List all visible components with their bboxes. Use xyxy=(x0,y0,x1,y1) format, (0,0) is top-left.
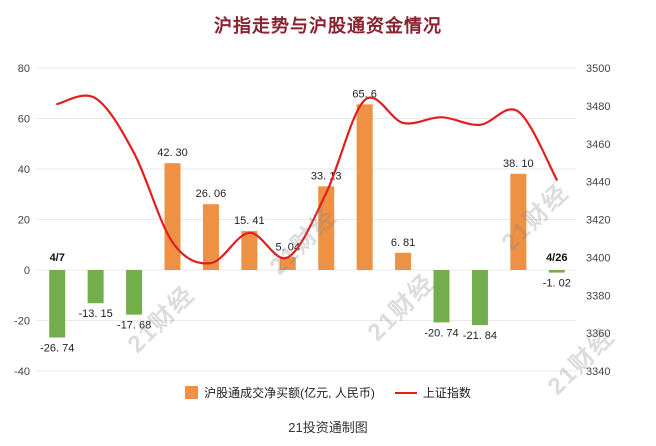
bar xyxy=(318,186,335,270)
bar xyxy=(433,270,450,323)
bar-value-label: 6. 81 xyxy=(391,237,415,249)
legend-item-bar: 沪股通成交净买额(亿元, 人民币) xyxy=(185,384,375,401)
bar-value-label: 5. 04 xyxy=(276,241,300,253)
bar xyxy=(126,270,143,315)
legend-bar-label: 沪股通成交净买额(亿元, 人民币) xyxy=(204,386,375,400)
left-axis-tick-label: 60 xyxy=(18,114,30,126)
bar-swatch-icon xyxy=(185,386,199,399)
bar-value-label: 38. 10 xyxy=(503,158,534,170)
bar-value-label: 33. 13 xyxy=(311,170,342,182)
bar-value-label: -21. 84 xyxy=(463,330,497,342)
left-axis-tick-label: -40 xyxy=(14,366,30,378)
right-axis-tick-label: 3360 xyxy=(586,328,610,340)
bar-value-label: 15. 41 xyxy=(234,215,265,227)
gridlines xyxy=(36,67,576,372)
bar xyxy=(241,231,258,270)
first-date-label: 4/7 xyxy=(50,252,65,264)
bar-value-label: -1. 02 xyxy=(543,278,571,290)
left-axis-tick-label: 0 xyxy=(24,265,30,277)
legend-item-line: 上证指数 xyxy=(394,384,471,401)
left-axis-tick-label: 20 xyxy=(18,215,30,227)
bar xyxy=(471,270,488,326)
legend-line-label: 上证指数 xyxy=(422,386,471,400)
left-axis-tick-label: -20 xyxy=(14,316,30,328)
bar xyxy=(510,173,527,270)
line-swatch-icon xyxy=(394,391,417,394)
bar xyxy=(164,163,181,270)
right-axis-tick-label: 3500 xyxy=(586,63,610,75)
bar-series: -26. 74 -13. 15 -17. 68 42. 30 26. 06 15. 41 5… xyxy=(40,88,571,354)
page-title: 沪指走势与沪股通资金情况 xyxy=(214,16,442,36)
right-axis-tick-label: 3460 xyxy=(586,139,610,151)
left-axis-tick-label: 40 xyxy=(18,164,30,176)
bar-value-label: 26. 06 xyxy=(196,188,227,200)
right-axis-tick-label: 3480 xyxy=(586,101,610,113)
chart-caption: 21投资通制图 xyxy=(288,420,368,435)
bar xyxy=(279,257,296,270)
bar xyxy=(395,252,412,270)
bar xyxy=(202,204,219,270)
last-date-label: 4/26 xyxy=(546,252,567,264)
bar-value-label: 42. 30 xyxy=(157,147,188,159)
bar xyxy=(548,270,565,273)
bar xyxy=(49,270,66,338)
bar-value-label: -17. 68 xyxy=(117,320,151,332)
right-axis-ticks: 3500 3480 3460 3440 3420 3400 3380 3360 3340 xyxy=(586,63,610,378)
right-axis-tick-label: 3380 xyxy=(586,290,610,302)
left-axis-ticks: 80 60 40 20 0 -20 -40 xyxy=(14,63,30,378)
chart-legend: 沪股通成交净买额(亿元, 人民币) 上证指数 xyxy=(0,384,656,401)
right-axis-tick-label: 3440 xyxy=(586,177,610,189)
right-axis-tick-label: 3340 xyxy=(586,366,610,378)
right-axis-tick-label: 3400 xyxy=(586,252,610,264)
bar-value-label: -13. 15 xyxy=(79,308,113,320)
bar-value-label: -26. 74 xyxy=(40,343,74,355)
bar xyxy=(356,104,373,270)
left-axis-tick-label: 80 xyxy=(18,63,30,75)
bar-value-label: -20. 74 xyxy=(424,327,458,339)
bar xyxy=(87,270,104,304)
right-axis-tick-label: 3420 xyxy=(586,215,610,227)
index-line xyxy=(56,94,558,265)
